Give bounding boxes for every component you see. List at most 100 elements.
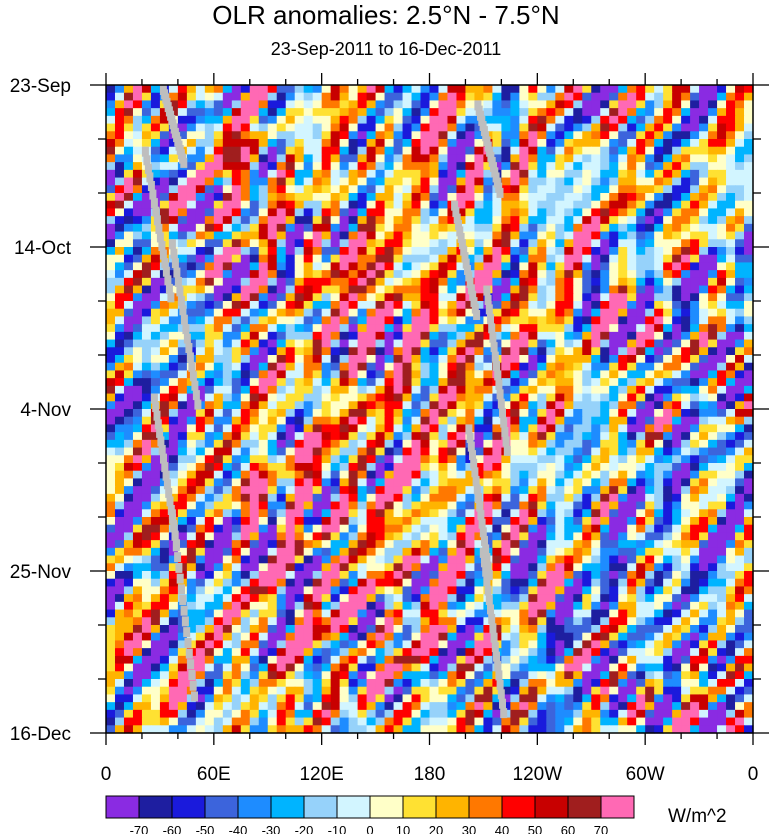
olr-cell xyxy=(438,254,449,264)
olr-cell xyxy=(555,177,565,186)
olr-cell xyxy=(609,162,619,171)
olr-cell xyxy=(744,409,754,418)
olr-cell xyxy=(654,447,664,456)
olr-cell xyxy=(654,331,664,341)
olr-cell xyxy=(708,285,718,294)
olr-cell xyxy=(492,517,502,526)
olr-cell xyxy=(465,362,476,372)
olr-cell xyxy=(249,347,260,356)
olr-cell xyxy=(672,162,682,171)
olr-cell xyxy=(690,216,700,225)
olr-cell xyxy=(681,262,691,271)
olr-cell xyxy=(510,362,520,372)
olr-cell xyxy=(330,200,341,210)
olr-cell xyxy=(411,223,422,233)
olr-cell xyxy=(303,439,314,449)
olr-cell xyxy=(312,416,323,426)
olr-cell xyxy=(231,370,242,379)
olr-cell xyxy=(681,85,691,94)
olr-cell xyxy=(609,493,619,503)
olr-cell xyxy=(609,85,619,94)
olr-cell xyxy=(627,362,637,372)
olr-cell xyxy=(123,177,134,186)
olr-cell xyxy=(177,262,188,271)
olr-cell xyxy=(672,108,682,117)
olr-cell xyxy=(726,154,736,163)
olr-cell xyxy=(618,370,628,379)
olr-cell xyxy=(663,563,673,572)
olr-cell xyxy=(123,547,134,557)
olr-cell xyxy=(546,347,556,356)
olr-cell xyxy=(663,339,673,348)
olr-cell xyxy=(249,308,260,318)
olr-cell xyxy=(114,447,125,456)
olr-cell xyxy=(195,432,206,441)
olr-cell xyxy=(267,416,278,426)
olr-cell xyxy=(321,285,332,294)
olr-cell xyxy=(267,617,278,626)
olr-cell xyxy=(357,193,368,202)
olr-cell xyxy=(627,540,637,549)
olr-cell xyxy=(708,571,718,580)
olr-cell xyxy=(438,455,449,464)
olr-cell xyxy=(159,393,170,402)
olr-cell xyxy=(555,277,565,287)
olr-cell xyxy=(636,324,646,333)
olr-cell xyxy=(636,509,646,518)
olr-cell xyxy=(294,316,305,325)
olr-cell xyxy=(249,277,260,287)
olr-cell xyxy=(492,131,502,140)
olr-cell xyxy=(123,169,134,179)
olr-cell xyxy=(735,308,745,318)
olr-cell xyxy=(132,378,143,387)
olr-cell xyxy=(393,301,404,310)
olr-cell xyxy=(501,563,511,572)
olr-cell xyxy=(366,331,377,341)
olr-cell xyxy=(591,193,601,202)
olr-cell xyxy=(591,208,601,217)
olr-cell xyxy=(303,393,314,402)
olr-cell xyxy=(420,362,431,372)
olr-cell xyxy=(636,555,646,564)
olr-cell xyxy=(744,555,754,564)
olr-cell xyxy=(132,339,143,348)
olr-cell xyxy=(501,285,511,294)
olr-cell xyxy=(582,308,592,318)
olr-cell xyxy=(303,478,314,487)
olr-cell xyxy=(204,447,215,456)
olr-cell xyxy=(303,146,314,156)
olr-cell xyxy=(654,463,664,472)
olr-cell xyxy=(375,131,386,140)
olr-cell xyxy=(213,409,224,418)
olr-cell xyxy=(366,478,377,487)
olr-cell xyxy=(330,277,341,287)
olr-cell xyxy=(294,416,305,426)
olr-cell xyxy=(195,285,206,294)
olr-cell xyxy=(141,254,152,264)
olr-cell xyxy=(573,301,583,310)
olr-cell xyxy=(384,424,395,433)
olr-cell xyxy=(222,108,233,117)
olr-cell xyxy=(645,316,655,325)
olr-cell xyxy=(591,185,601,194)
olr-cell xyxy=(744,455,754,464)
olr-cell xyxy=(393,416,404,426)
olr-cell xyxy=(483,115,494,125)
olr-cell xyxy=(672,208,682,217)
olr-cell xyxy=(366,277,377,287)
olr-cell xyxy=(699,308,709,318)
olr-cell xyxy=(231,501,242,510)
olr-cell xyxy=(681,578,691,588)
olr-cell xyxy=(528,324,538,333)
olr-cell xyxy=(564,540,574,549)
olr-cell xyxy=(492,108,502,117)
olr-cell xyxy=(636,185,646,194)
olr-cell xyxy=(357,308,368,318)
olr-cell xyxy=(357,92,368,102)
olr-cell xyxy=(681,154,691,163)
olr-cell xyxy=(204,285,215,294)
olr-cell xyxy=(204,277,215,287)
olr-cell xyxy=(231,331,242,341)
olr-cell xyxy=(735,501,745,510)
olr-cell xyxy=(357,239,368,248)
